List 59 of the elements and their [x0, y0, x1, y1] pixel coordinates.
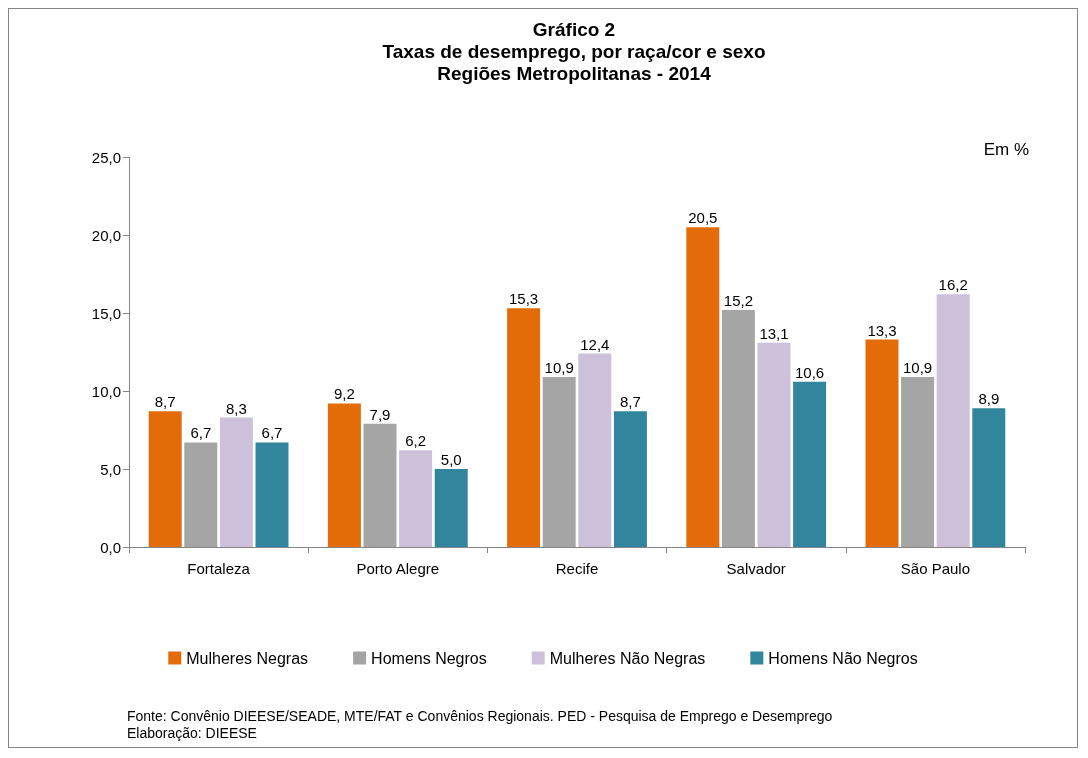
data-label: 6,7 [190, 424, 212, 442]
y-tick-label: 5,0 [100, 460, 121, 478]
bar [972, 408, 1006, 547]
bar [327, 403, 361, 547]
chart-title: Gráfico 2 Taxas de desemprego, por raça/cor e sexo Regiões Metropolitanas - 2014 [382, 18, 766, 84]
legend-label: Mulheres Negras [186, 649, 309, 667]
data-label: 13,1 [759, 324, 789, 342]
bar [148, 411, 182, 547]
data-label: 9,2 [333, 385, 355, 403]
x-tick-label: Salvador [726, 560, 786, 577]
bar [865, 339, 899, 547]
data-label: 5,0 [440, 451, 462, 468]
bar [434, 469, 468, 547]
bar [578, 353, 612, 547]
bar [363, 423, 397, 547]
data-label: 10,6 [795, 363, 825, 381]
data-label: 10,9 [903, 358, 933, 376]
data-label: 8,7 [154, 393, 176, 411]
data-label: 6,2 [405, 432, 427, 450]
bar [255, 442, 289, 547]
bar [542, 376, 576, 547]
y-axis-title: Em % [983, 140, 1029, 159]
bar [757, 342, 791, 547]
y-tick-label: 15,0 [91, 304, 121, 322]
data-label: 20,5 [688, 209, 718, 227]
data-label: 8,9 [978, 390, 1000, 408]
bar [399, 450, 433, 547]
bar [721, 309, 755, 547]
data-label: 8,3 [225, 399, 247, 417]
y-tick-label: 25,0 [91, 148, 121, 166]
x-tick-label: São Paulo [900, 560, 971, 577]
bar [613, 411, 647, 547]
data-label: 7,9 [369, 405, 391, 423]
bar [219, 417, 253, 547]
data-label: 10,9 [544, 358, 574, 376]
data-label: 13,3 [867, 321, 897, 339]
data-label: 8,7 [619, 393, 641, 411]
data-label: 6,7 [261, 424, 283, 442]
data-label: 16,2 [938, 276, 968, 294]
bar [936, 294, 970, 547]
y-tick-label: 10,0 [91, 382, 121, 400]
data-label: 12,4 [580, 335, 610, 353]
source-note: Fonte: Convênio DIEESE/SEADE, MTE/FAT e Convênios Regionais. PED - Pesquisa de Emprego e Desemprego [127, 708, 833, 724]
bar [507, 308, 541, 547]
y-tick-label: 0,0 [100, 538, 121, 556]
y-tick-label: 20,0 [91, 226, 121, 244]
data-label: 15,3 [508, 290, 539, 308]
text: Elaboração: DIEESE [127, 725, 257, 741]
x-tick-label: Fortaleza [187, 560, 251, 577]
bar [793, 381, 827, 547]
bar [184, 442, 218, 547]
bar [686, 227, 720, 547]
x-tick-label: Recife [555, 560, 599, 577]
legend-label: Homens Negros [371, 649, 487, 667]
data-label: 15,2 [723, 291, 753, 309]
legend-label: Homens Não Negros [768, 649, 918, 667]
legend-label: Mulheres Não Negras [549, 649, 706, 667]
x-tick-label: Porto Alegre [356, 560, 440, 577]
bar [901, 376, 935, 547]
